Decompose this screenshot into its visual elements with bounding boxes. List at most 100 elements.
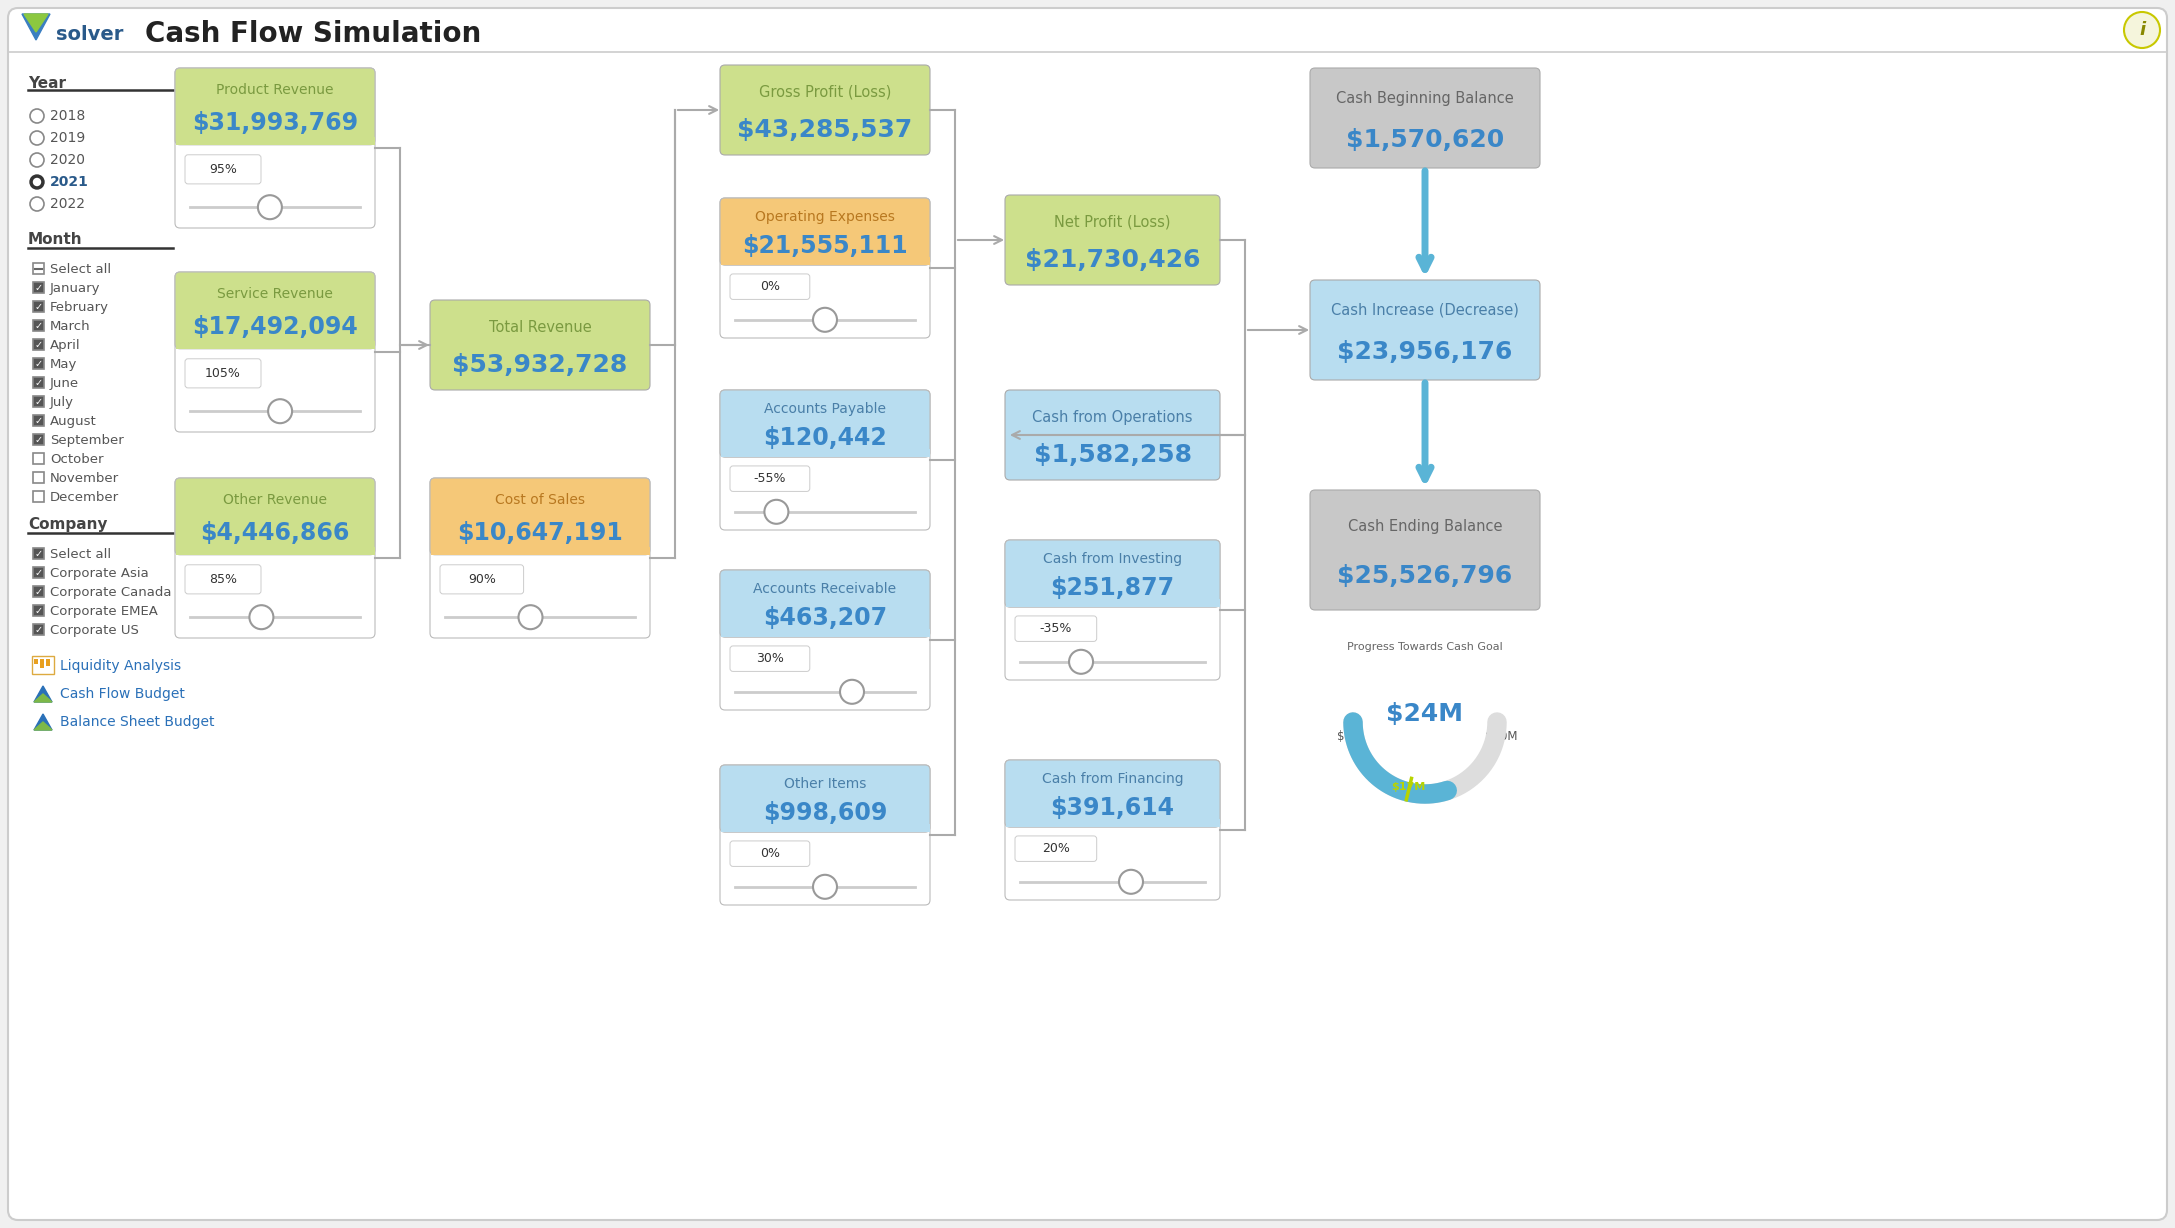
FancyBboxPatch shape (720, 570, 931, 637)
Text: Net Profit (Loss): Net Profit (Loss) (1055, 215, 1170, 230)
FancyBboxPatch shape (174, 478, 374, 639)
Text: ✓: ✓ (35, 282, 44, 292)
FancyBboxPatch shape (1309, 68, 1540, 168)
Text: $1,570,620: $1,570,620 (1346, 128, 1505, 152)
FancyBboxPatch shape (720, 765, 931, 905)
Bar (176, 546, 374, 555)
Circle shape (1070, 650, 1094, 674)
FancyBboxPatch shape (185, 565, 261, 594)
Text: November: November (50, 472, 120, 485)
Text: $17,492,094: $17,492,094 (191, 316, 359, 339)
Text: May: May (50, 357, 78, 371)
Circle shape (840, 680, 863, 704)
Bar (720, 629, 929, 637)
FancyBboxPatch shape (431, 478, 650, 555)
Bar (33, 433, 44, 445)
Circle shape (30, 109, 44, 123)
Bar (33, 472, 44, 483)
Bar (1005, 819, 1220, 828)
FancyBboxPatch shape (1016, 836, 1096, 861)
FancyBboxPatch shape (174, 68, 374, 145)
Circle shape (30, 196, 44, 211)
Polygon shape (24, 14, 48, 32)
Text: Progress Towards Cash Goal: Progress Towards Cash Goal (1346, 642, 1503, 652)
Circle shape (763, 500, 787, 524)
Bar (33, 359, 44, 368)
Bar (176, 136, 374, 145)
FancyBboxPatch shape (185, 359, 261, 388)
FancyBboxPatch shape (1005, 760, 1220, 828)
Text: ✓: ✓ (35, 359, 44, 368)
FancyBboxPatch shape (731, 465, 809, 491)
Text: Company: Company (28, 517, 107, 532)
Text: 0%: 0% (759, 280, 781, 293)
Text: Other Items: Other Items (783, 777, 866, 791)
Bar (33, 339, 44, 350)
Bar (46, 659, 50, 666)
Text: Product Revenue: Product Revenue (215, 82, 333, 97)
Text: 95%: 95% (209, 163, 237, 176)
Text: $17M: $17M (1392, 782, 1425, 792)
Text: $120,442: $120,442 (763, 426, 887, 451)
Text: $1,582,258: $1,582,258 (1033, 443, 1192, 467)
Text: ✓: ✓ (35, 339, 44, 350)
Text: -55%: -55% (755, 473, 785, 485)
Text: June: June (50, 377, 78, 389)
Circle shape (813, 874, 837, 899)
FancyBboxPatch shape (720, 391, 931, 530)
Text: Cash Increase (Decrease): Cash Increase (Decrease) (1331, 302, 1518, 318)
Text: 2019: 2019 (50, 131, 85, 145)
FancyBboxPatch shape (1309, 490, 1540, 610)
FancyBboxPatch shape (720, 198, 931, 265)
Bar (33, 301, 44, 312)
FancyBboxPatch shape (731, 646, 809, 672)
Bar (39, 659, 44, 668)
Text: 2018: 2018 (50, 109, 85, 123)
Text: 2021: 2021 (50, 176, 89, 189)
Text: Operating Expenses: Operating Expenses (755, 210, 894, 223)
FancyBboxPatch shape (1016, 616, 1096, 641)
Bar (431, 546, 650, 555)
Text: August: August (50, 415, 96, 427)
Bar (33, 282, 44, 293)
Circle shape (518, 605, 542, 629)
FancyBboxPatch shape (1005, 540, 1220, 607)
Text: Accounts Receivable: Accounts Receivable (753, 582, 896, 596)
Text: 0%: 0% (759, 847, 781, 860)
Text: $53,932,728: $53,932,728 (452, 352, 629, 377)
Text: Cash Beginning Balance: Cash Beginning Balance (1335, 91, 1514, 106)
Text: -35%: -35% (1040, 623, 1072, 635)
FancyBboxPatch shape (1005, 540, 1220, 680)
Text: $24M: $24M (1385, 702, 1464, 726)
Text: Corporate US: Corporate US (50, 624, 139, 636)
Bar (720, 449, 929, 457)
Bar (33, 548, 44, 559)
Bar (33, 377, 44, 388)
Text: $10,647,191: $10,647,191 (457, 522, 622, 545)
FancyBboxPatch shape (431, 478, 650, 639)
Text: $251,877: $251,877 (1051, 576, 1174, 600)
Text: Cash Flow Budget: Cash Flow Budget (61, 686, 185, 701)
FancyBboxPatch shape (1005, 760, 1220, 900)
Bar (33, 567, 44, 578)
Text: Select all: Select all (50, 548, 111, 560)
Text: 2020: 2020 (50, 154, 85, 167)
Circle shape (250, 605, 274, 629)
Text: $25,526,796: $25,526,796 (1338, 565, 1512, 588)
Bar (720, 257, 929, 265)
Text: Balance Sheet Budget: Balance Sheet Budget (61, 715, 215, 729)
Circle shape (30, 154, 44, 167)
Text: $0M: $0M (1335, 729, 1362, 743)
Text: July: July (50, 395, 74, 409)
FancyBboxPatch shape (174, 478, 374, 555)
Text: ✓: ✓ (35, 397, 44, 406)
Text: i: i (2138, 21, 2145, 39)
Circle shape (1118, 869, 1144, 894)
Text: Year: Year (28, 76, 65, 91)
Text: ✓: ✓ (35, 567, 44, 577)
Text: $43,285,537: $43,285,537 (737, 118, 914, 141)
Text: 20%: 20% (1042, 842, 1070, 855)
Text: Liquidity Analysis: Liquidity Analysis (61, 659, 181, 673)
Text: ✓: ✓ (35, 302, 44, 312)
Text: Cost of Sales: Cost of Sales (496, 492, 585, 506)
